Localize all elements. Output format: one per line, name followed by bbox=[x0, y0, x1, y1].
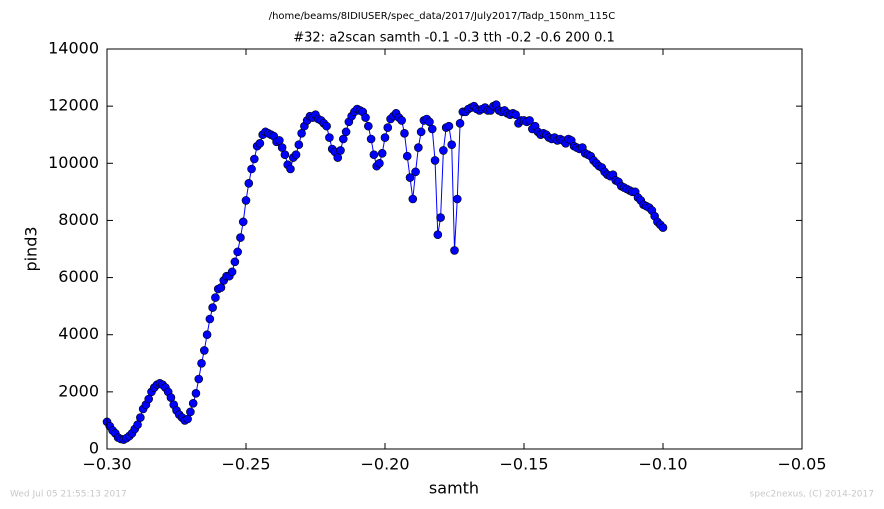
data-point bbox=[511, 110, 520, 120]
data-point bbox=[436, 213, 445, 222]
data-point bbox=[377, 148, 387, 158]
data-point bbox=[280, 150, 290, 160]
file-path: /home/beams/8IDIUSER/spec_data/2017/July… bbox=[269, 11, 616, 22]
data-point bbox=[244, 178, 254, 188]
data-point bbox=[277, 143, 287, 152]
data-point bbox=[166, 393, 176, 402]
data-point bbox=[250, 154, 259, 164]
y-tick-label: 6000 bbox=[58, 267, 99, 286]
data-point bbox=[186, 407, 195, 417]
data-point bbox=[291, 150, 301, 160]
data-point bbox=[297, 128, 306, 138]
data-point bbox=[247, 164, 256, 174]
data-point bbox=[188, 398, 198, 408]
data-point bbox=[425, 117, 434, 127]
data-point bbox=[455, 118, 465, 128]
x-axis-label: samth bbox=[429, 479, 479, 498]
data-point bbox=[275, 136, 284, 145]
footer-credit: spec2nexus, (C) 2014-2017 bbox=[750, 490, 874, 500]
data-point bbox=[433, 230, 443, 240]
data-point bbox=[202, 330, 212, 340]
data-point bbox=[447, 140, 457, 150]
data-point bbox=[658, 223, 668, 232]
x-tick-label: −0.10 bbox=[638, 455, 687, 474]
data-point bbox=[430, 156, 440, 165]
data-point bbox=[397, 116, 406, 125]
data-point bbox=[405, 173, 415, 182]
data-point bbox=[286, 164, 295, 174]
data-point bbox=[364, 121, 373, 131]
x-tick-label: −0.20 bbox=[360, 455, 409, 474]
data-point bbox=[414, 143, 423, 152]
x-tick-label: −0.25 bbox=[221, 455, 270, 474]
data-point bbox=[369, 150, 379, 160]
y-tick-label: 10000 bbox=[48, 153, 99, 172]
y-axis-label: pind3 bbox=[22, 226, 41, 271]
data-point bbox=[194, 374, 204, 384]
data-point bbox=[241, 196, 251, 205]
data-point bbox=[191, 388, 201, 398]
data-point bbox=[411, 167, 420, 177]
y-tick-label: 4000 bbox=[58, 324, 99, 343]
data-point bbox=[427, 124, 437, 134]
x-tick-label: −0.30 bbox=[82, 455, 131, 474]
data-point bbox=[208, 303, 217, 312]
data-point bbox=[366, 134, 376, 144]
data-point bbox=[294, 140, 304, 150]
data-point bbox=[383, 123, 393, 132]
footer-date: Wed Jul 05 21:55:13 2017 bbox=[10, 490, 127, 500]
data-point bbox=[216, 283, 226, 292]
data-point bbox=[380, 133, 390, 142]
data-point bbox=[200, 346, 209, 355]
data-point bbox=[400, 128, 409, 138]
chart-title: #32: a2scan samth -0.1 -0.3 tth -0.2 -0.… bbox=[293, 31, 615, 46]
data-point bbox=[375, 158, 384, 168]
data-point bbox=[238, 217, 248, 227]
data-point bbox=[236, 233, 245, 242]
data-point bbox=[333, 153, 343, 162]
data-point bbox=[230, 257, 240, 267]
y-tick-label: 0 bbox=[89, 439, 99, 458]
data-point bbox=[233, 247, 242, 257]
data-point bbox=[408, 194, 418, 204]
data-point bbox=[205, 314, 215, 324]
data-point bbox=[322, 121, 331, 131]
data-point bbox=[133, 420, 142, 430]
y-tick-label: 2000 bbox=[58, 381, 99, 400]
data-point bbox=[439, 146, 448, 155]
data-point bbox=[183, 414, 192, 424]
data-point bbox=[144, 394, 153, 404]
data-point bbox=[444, 121, 454, 131]
x-tick-label: −0.15 bbox=[499, 455, 548, 474]
data-point bbox=[255, 138, 265, 148]
data-point bbox=[336, 146, 345, 155]
data-point bbox=[211, 293, 220, 302]
data-point bbox=[361, 113, 370, 122]
data-point bbox=[416, 127, 426, 137]
data-point bbox=[227, 267, 237, 277]
data-point bbox=[136, 413, 145, 422]
data-point bbox=[450, 246, 459, 255]
data-point bbox=[338, 134, 348, 144]
data-point bbox=[197, 358, 206, 368]
data-point bbox=[452, 194, 462, 204]
data-point bbox=[525, 116, 534, 125]
data-point bbox=[402, 151, 412, 161]
plot-frame bbox=[106, 48, 803, 450]
x-tick-label: −0.05 bbox=[777, 455, 826, 474]
y-tick-label: 14000 bbox=[48, 39, 99, 58]
y-tick-label: 12000 bbox=[48, 96, 99, 115]
y-tick-label: 8000 bbox=[58, 210, 99, 229]
data-point bbox=[325, 133, 334, 142]
data-point bbox=[341, 127, 351, 137]
